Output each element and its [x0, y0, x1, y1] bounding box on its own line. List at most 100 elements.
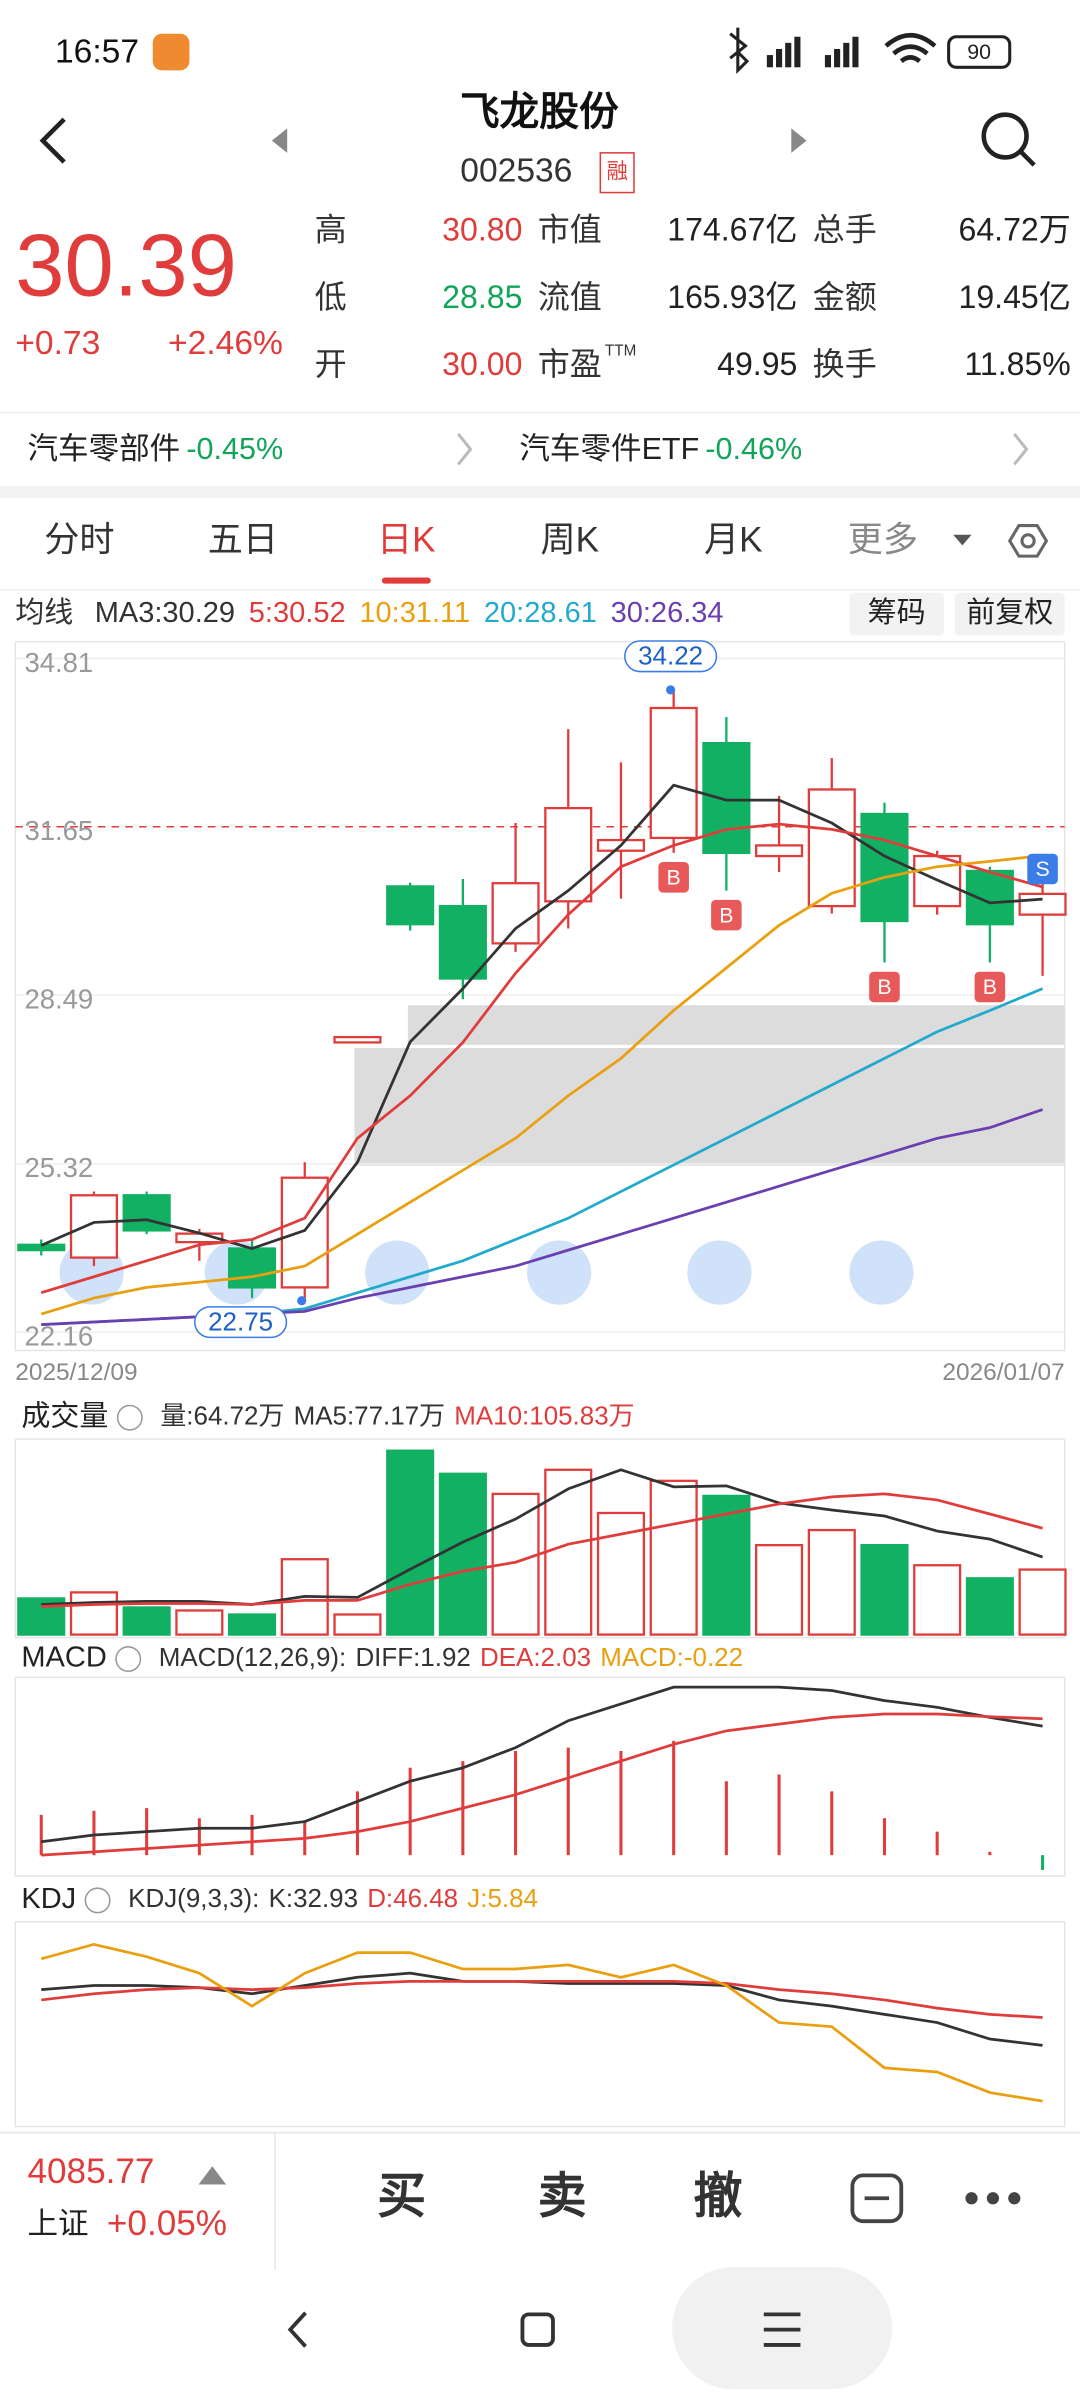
extreme-box [194, 1306, 288, 1339]
sector-change: -0.45% [186, 432, 283, 466]
stat-value: 11.85% [964, 346, 1070, 382]
trade-action[interactable]: 撤 [694, 2170, 743, 2224]
zone [407, 1005, 1065, 1045]
candle-body [17, 1243, 66, 1252]
settings-icon[interactable] [1007, 524, 1049, 558]
tab[interactable]: 更多 [848, 521, 918, 560]
indicator-line [40, 822, 1043, 1295]
stat-label: 高 [315, 212, 347, 248]
ma-value: 30:26.34 [611, 597, 724, 629]
price-panel [14, 640, 1066, 1352]
nav-back[interactable] [287, 2311, 307, 2348]
tab[interactable]: 月K [704, 521, 763, 560]
app-icon [152, 33, 190, 71]
ma-value: MA3:30.29 [95, 597, 235, 629]
ma-label: 均线 [15, 596, 73, 629]
next-stock[interactable] [791, 128, 807, 153]
stat-value: 64.72万 [959, 212, 1071, 248]
volume-bar [122, 1606, 171, 1636]
stat-value: 49.95 [717, 346, 797, 382]
search-button[interactable] [981, 112, 1029, 160]
sector-name[interactable]: 汽车零件ETF [519, 432, 699, 466]
stock-code: 002536 [460, 153, 572, 190]
ma-value: 10:31.11 [359, 597, 470, 629]
help-icon[interactable] [84, 1887, 111, 1914]
candle-body [1018, 892, 1067, 916]
chart-control[interactable] [849, 1240, 914, 1305]
trade-marker-bg [658, 862, 689, 893]
indicator-line [40, 1942, 1043, 2103]
candle-body [491, 882, 540, 945]
index-name: 上证 [27, 2207, 88, 2241]
indicator-line [41, 1492, 1043, 1608]
chart-control[interactable] [687, 1240, 752, 1305]
wifi-icon [884, 32, 937, 64]
panel-legend: 量:64.72万 [160, 1401, 284, 1431]
panel-legend: KDJ(9,3,3): [128, 1883, 259, 1913]
trade-marker-bg [869, 971, 900, 1003]
menu-button[interactable] [850, 2173, 904, 2224]
candle-body [544, 806, 593, 903]
panel-legend: MACD(12,26,9): [159, 1642, 347, 1672]
more-button[interactable] [965, 2192, 1021, 2205]
margin-tag: 融 [606, 159, 627, 183]
stat-value: 165.93亿 [667, 279, 797, 315]
trade-action[interactable]: 买 [377, 2170, 426, 2224]
stat-label: 开 [315, 346, 347, 382]
volume-bar [860, 1544, 909, 1636]
chart-control[interactable] [365, 1240, 430, 1305]
tab[interactable]: 周K [541, 521, 600, 560]
volume-bar [649, 1479, 698, 1636]
section-gap [0, 485, 1080, 499]
help-icon[interactable] [115, 1646, 142, 1673]
nav-menu[interactable] [763, 2312, 801, 2347]
candle-body [860, 812, 909, 923]
stat-value: 28.85 [442, 279, 522, 315]
nav-home[interactable] [520, 2312, 555, 2347]
help-icon[interactable] [116, 1404, 143, 1431]
volume-bar [1018, 1568, 1067, 1636]
chart-control[interactable] [527, 1240, 592, 1305]
tab[interactable]: 分时 [44, 521, 114, 560]
trade-action[interactable]: 卖 [538, 2170, 587, 2224]
stock-name: 飞龙股份 [460, 90, 619, 134]
stat-value: 30.00 [442, 346, 522, 382]
candle-body [649, 706, 698, 840]
tab[interactable]: 日K [377, 521, 436, 560]
stat-value: 30.80 [442, 212, 522, 248]
volume-bar [807, 1528, 856, 1636]
tab-underline [381, 577, 431, 584]
prev-stock[interactable] [271, 128, 288, 153]
tab[interactable]: 五日 [208, 521, 278, 560]
panel-title: KDJ [21, 1883, 76, 1915]
volume-bar [965, 1577, 1014, 1636]
candle-body [438, 904, 487, 980]
sector-arrows [457, 432, 1029, 466]
stat-label: 总手 [813, 212, 877, 248]
volume-bar [333, 1613, 382, 1636]
sector-change: -0.46% [705, 432, 802, 466]
volume-bar [438, 1472, 487, 1636]
panel-legend: J:5.84 [467, 1883, 538, 1913]
y-tick-label: 28.49 [24, 983, 93, 1014]
trade-marker: B [877, 975, 891, 999]
chart-button[interactable]: 前复权 [966, 596, 1053, 629]
back-button[interactable] [39, 117, 66, 164]
volume-bar [544, 1468, 593, 1636]
panel-title: 成交量 [21, 1399, 108, 1432]
extreme-label: 34.22 [638, 641, 703, 671]
macd-panel [14, 1676, 1066, 1877]
candle-body [227, 1247, 277, 1289]
indicator-line [40, 783, 1043, 1250]
volume-bar [227, 1613, 277, 1636]
volume-bar [755, 1544, 804, 1636]
expand-icon[interactable] [198, 2166, 227, 2185]
chart-button[interactable]: 筹码 [868, 596, 926, 629]
sector-name[interactable]: 汽车零部件 [27, 432, 180, 466]
ma-value: 5:30.52 [249, 597, 346, 629]
y-tick-label: 22.16 [24, 1321, 93, 1352]
stat-sup: TTM [605, 342, 636, 359]
margin-tag-box [599, 152, 635, 194]
volume-bar [913, 1564, 962, 1636]
